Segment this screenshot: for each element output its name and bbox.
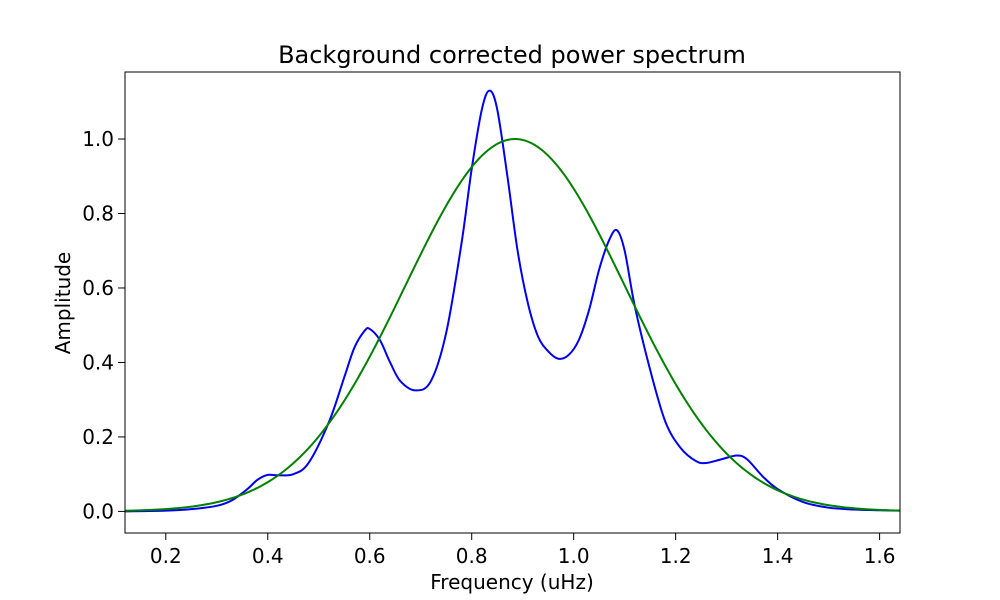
x-tick-label: 0.2	[150, 544, 182, 568]
series-line-1	[124, 89, 901, 513]
x-tick-label: 0.4	[252, 544, 284, 568]
x-axis-label: Frequency (uHz)	[430, 570, 594, 594]
x-tick-label: 1.4	[762, 544, 794, 568]
y-axis: 0.0 0.2 0.4 0.6 0.8 1.0	[82, 127, 125, 523]
x-tick-label: 1.6	[864, 544, 896, 568]
x-tick-label: 0.8	[456, 544, 488, 568]
x-tick-label: 0.6	[354, 544, 386, 568]
chart-title: Background corrected power spectrum	[278, 41, 746, 69]
y-tick-label: 1.0	[82, 127, 114, 151]
y-tick-label: 0.0	[82, 499, 114, 523]
plot-frame	[124, 71, 901, 534]
y-tick-label: 0.4	[82, 350, 114, 374]
y-axis-label: Amplitude	[51, 252, 75, 355]
series-layer	[124, 89, 901, 513]
x-tick-label: 1.2	[660, 544, 692, 568]
series-line-2	[124, 138, 901, 512]
x-axis: 0.2 0.4 0.6 0.8 1.0 1.2 1.4 1.6	[150, 533, 896, 568]
y-tick-label: 0.6	[82, 276, 114, 300]
y-tick-label: 0.2	[82, 425, 114, 449]
y-tick-label: 0.8	[82, 202, 114, 226]
x-tick-label: 1.0	[558, 544, 590, 568]
